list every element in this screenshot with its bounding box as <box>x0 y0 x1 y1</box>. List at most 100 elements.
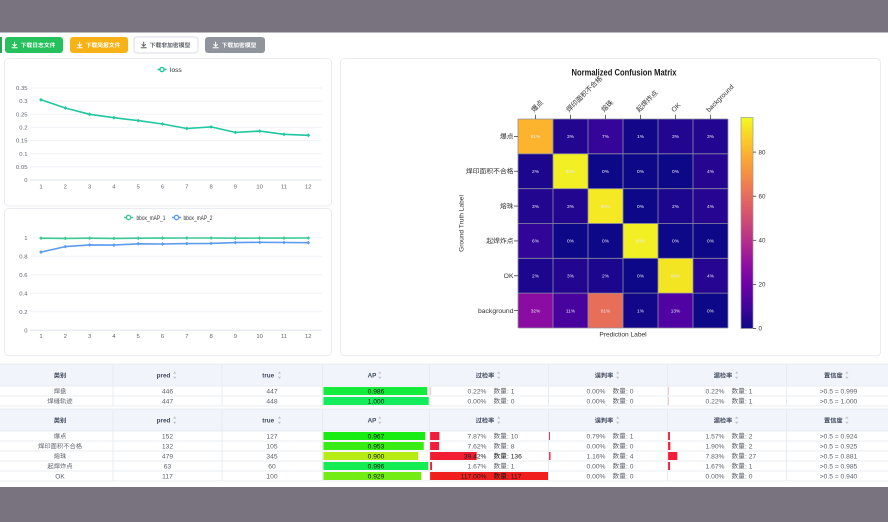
svg-text:1: 1 <box>24 236 27 242</box>
svg-text:0.00%: 0.00% <box>587 443 606 450</box>
svg-text:4%: 4% <box>707 274 715 280</box>
svg-text:0.00%: 0.00% <box>587 388 606 395</box>
svg-text:2: 2 <box>64 185 67 191</box>
svg-text:: 1: : 1 <box>507 388 515 395</box>
svg-text:5: 5 <box>137 185 141 191</box>
svg-text:Prediction Label: Prediction Label <box>599 332 647 339</box>
svg-text:89%: 89% <box>671 274 681 280</box>
svg-text:: 1: : 1 <box>507 463 515 470</box>
svg-text:1.67%: 1.67% <box>468 463 487 470</box>
svg-text:2: 2 <box>64 334 67 340</box>
svg-text:447: 447 <box>162 398 173 405</box>
svg-text:1.67%: 1.67% <box>706 463 725 470</box>
svg-text:7: 7 <box>185 185 188 191</box>
svg-text:: 0: : 0 <box>626 473 634 480</box>
svg-text:10: 10 <box>256 185 263 191</box>
svg-text:0.1: 0.1 <box>19 152 27 158</box>
svg-text:>0.5 = 0.881: >0.5 = 0.881 <box>820 453 858 460</box>
svg-text:0.00%: 0.00% <box>587 398 606 405</box>
svg-text:93%: 93% <box>566 169 576 175</box>
svg-text:0: 0 <box>759 326 763 333</box>
svg-text:: 0: : 0 <box>626 463 634 470</box>
svg-text:446: 446 <box>162 388 173 395</box>
svg-text:0.900: 0.900 <box>368 453 385 460</box>
svg-text:3%: 3% <box>567 204 575 210</box>
svg-text:448: 448 <box>266 398 277 405</box>
svg-text:7.83%: 7.83% <box>706 453 725 460</box>
svg-text:80: 80 <box>759 149 766 156</box>
svg-text:3%: 3% <box>567 134 575 140</box>
svg-text:105: 105 <box>266 443 277 450</box>
svg-text:Normalized Confusion Matrix: Normalized Confusion Matrix <box>572 68 677 78</box>
svg-text:447: 447 <box>266 388 277 395</box>
svg-text:4: 4 <box>112 334 116 340</box>
svg-text:7: 7 <box>185 334 188 340</box>
svg-text:479: 479 <box>162 453 173 460</box>
svg-text:1.90%: 1.90% <box>706 443 725 450</box>
svg-text:0.22%: 0.22% <box>706 388 725 395</box>
svg-text:90%: 90% <box>601 204 611 210</box>
svg-text:bbox_mAP_1: bbox_mAP_1 <box>137 215 166 222</box>
svg-text:2%: 2% <box>602 274 610 280</box>
svg-text:8: 8 <box>209 334 213 340</box>
svg-text:0.00%: 0.00% <box>706 473 725 480</box>
svg-text:1%: 1% <box>637 134 645 140</box>
svg-text:Ground Truth Label: Ground Truth Label <box>459 195 466 252</box>
svg-text:3%: 3% <box>567 274 575 280</box>
svg-text:81%: 81% <box>531 134 541 140</box>
svg-text:: 117: : 117 <box>507 473 522 480</box>
svg-text:: 1: : 1 <box>745 388 753 395</box>
svg-text:2%: 2% <box>532 274 540 280</box>
svg-text:AP: AP <box>368 418 377 425</box>
svg-text:0.2: 0.2 <box>19 126 27 132</box>
svg-text:0.8: 0.8 <box>19 254 28 260</box>
svg-text:345: 345 <box>266 453 277 460</box>
svg-text:1%: 1% <box>637 308 645 314</box>
svg-text:132: 132 <box>162 443 173 450</box>
svg-text:: 1: : 1 <box>626 433 634 440</box>
svg-text:4: 4 <box>112 185 116 191</box>
svg-text:0.35: 0.35 <box>16 86 28 92</box>
svg-text:3: 3 <box>88 185 92 191</box>
svg-text:0.4: 0.4 <box>19 291 28 297</box>
svg-text:: 1: : 1 <box>745 398 753 405</box>
svg-text:3%: 3% <box>707 134 715 140</box>
svg-text:2%: 2% <box>672 204 680 210</box>
svg-text:0%: 0% <box>707 308 715 314</box>
svg-text:0%: 0% <box>637 274 645 280</box>
svg-text:117: 117 <box>162 473 173 480</box>
svg-text:5: 5 <box>137 334 141 340</box>
svg-text:0.15: 0.15 <box>16 139 28 145</box>
svg-text:: 0: : 0 <box>626 388 634 395</box>
svg-text:>0.5 = 0.940: >0.5 = 0.940 <box>820 473 858 480</box>
svg-text:pred: pred <box>157 373 171 380</box>
svg-text:93%: 93% <box>636 239 646 245</box>
svg-text:20: 20 <box>759 282 766 289</box>
svg-text:11: 11 <box>281 334 287 340</box>
svg-text:60: 60 <box>759 193 766 200</box>
svg-text:>0.5 = 0.985: >0.5 = 0.985 <box>820 463 858 470</box>
svg-text:true: true <box>262 418 274 425</box>
svg-text:0.6: 0.6 <box>19 273 28 279</box>
svg-text:0.2: 0.2 <box>19 310 27 316</box>
svg-text:AP: AP <box>368 373 377 380</box>
svg-text:40: 40 <box>759 238 766 245</box>
svg-text:32%: 32% <box>531 308 541 314</box>
svg-text:0.967: 0.967 <box>368 433 385 440</box>
svg-text:0%: 0% <box>637 169 645 175</box>
svg-text:127: 127 <box>266 433 277 440</box>
svg-text:loss: loss <box>170 67 182 74</box>
svg-text:0%: 0% <box>672 239 680 245</box>
svg-text:0.25: 0.25 <box>16 112 28 118</box>
svg-text:100: 100 <box>266 473 277 480</box>
svg-text:152: 152 <box>162 433 173 440</box>
svg-text:0%: 0% <box>602 169 610 175</box>
svg-text:4%: 4% <box>707 204 715 210</box>
svg-text:1.16%: 1.16% <box>587 453 606 460</box>
svg-text:0.00%: 0.00% <box>587 463 606 470</box>
svg-text:: 0: : 0 <box>626 398 634 405</box>
svg-text:6: 6 <box>161 334 165 340</box>
svg-text:1: 1 <box>39 334 42 340</box>
svg-text:61%: 61% <box>601 308 611 314</box>
svg-text:: 0: : 0 <box>507 398 515 405</box>
